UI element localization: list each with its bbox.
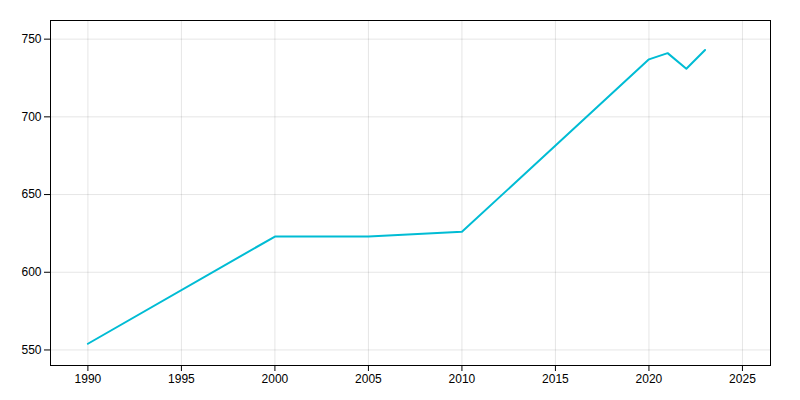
svg-text:700: 700 <box>21 110 41 124</box>
svg-text:2020: 2020 <box>636 372 663 386</box>
svg-text:650: 650 <box>21 187 41 201</box>
svg-text:750: 750 <box>21 32 41 46</box>
svg-text:2000: 2000 <box>262 372 289 386</box>
svg-text:600: 600 <box>21 265 41 279</box>
svg-text:2015: 2015 <box>542 372 569 386</box>
svg-text:2005: 2005 <box>355 372 382 386</box>
svg-text:1995: 1995 <box>168 372 195 386</box>
svg-text:550: 550 <box>21 343 41 357</box>
svg-text:1990: 1990 <box>75 372 102 386</box>
svg-text:2025: 2025 <box>729 372 756 386</box>
svg-text:2010: 2010 <box>449 372 476 386</box>
